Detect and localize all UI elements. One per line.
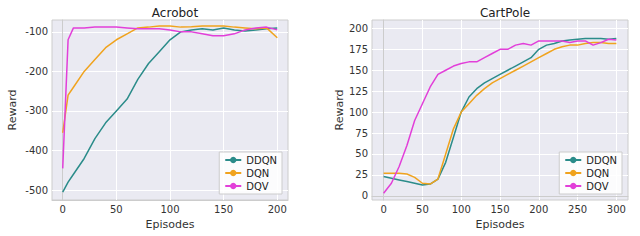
svg-text:100: 100 [452,204,471,215]
svg-text:DQV: DQV [246,181,269,192]
svg-text:0: 0 [380,204,386,215]
svg-text:CartPole: CartPole [480,6,530,20]
svg-text:Reward: Reward [6,90,19,131]
svg-text:DDQN: DDQN [246,155,277,166]
svg-text:50: 50 [110,204,123,215]
svg-text:-300: -300 [25,105,48,116]
svg-text:Reward: Reward [333,90,346,131]
svg-text:-500: -500 [25,185,48,196]
svg-text:175: 175 [349,44,368,55]
svg-text:25: 25 [355,169,368,180]
svg-text:-200: -200 [25,66,48,77]
svg-text:200: 200 [349,23,368,34]
svg-text:125: 125 [349,86,368,97]
svg-text:Acrobot: Acrobot [152,6,199,20]
svg-text:200: 200 [268,204,287,215]
svg-text:-100: -100 [25,26,48,37]
svg-text:150: 150 [214,204,233,215]
svg-text:DDQN: DDQN [586,155,617,166]
svg-text:100: 100 [349,107,368,118]
svg-text:50: 50 [355,148,368,159]
svg-text:150: 150 [490,204,509,215]
svg-text:150: 150 [349,65,368,76]
svg-text:DQN: DQN [586,168,609,179]
svg-text:Episodes: Episodes [146,218,195,231]
svg-text:50: 50 [416,204,429,215]
svg-text:100: 100 [160,204,179,215]
svg-text:DQN: DQN [246,168,269,179]
svg-text:-400: -400 [25,145,48,156]
svg-text:DQV: DQV [586,181,609,192]
svg-text:Episodes: Episodes [476,218,525,231]
svg-text:250: 250 [568,204,587,215]
svg-text:75: 75 [355,128,368,139]
svg-text:0: 0 [60,204,66,215]
svg-text:200: 200 [529,204,548,215]
svg-text:300: 300 [607,204,626,215]
svg-text:0: 0 [362,190,368,201]
